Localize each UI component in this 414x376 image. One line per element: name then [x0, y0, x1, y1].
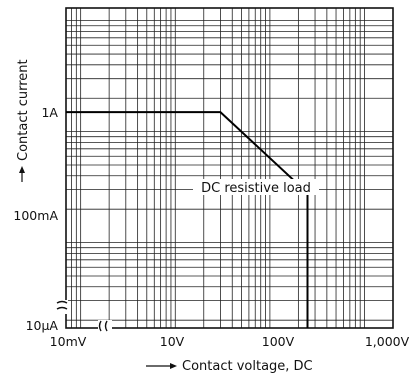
y-tick-10ua: 10μA: [26, 318, 59, 333]
grid: [65, 8, 393, 328]
tick-labels: 1A 100mA 10μA 10mV 10V 100V 1,000V: [13, 105, 409, 349]
y-tick-100ma: 100mA: [13, 208, 58, 223]
series-layer: [66, 111, 309, 328]
axis-break-marks: [56, 300, 112, 334]
x-tick-10v: 10V: [160, 334, 185, 349]
x-tick-100v: 100V: [262, 334, 295, 349]
series-label-group: DC resistive load: [193, 179, 319, 196]
y-tick-1a: 1A: [41, 105, 58, 120]
series-line-dc-resistive-load: [66, 111, 309, 328]
y-axis-label: Contact current: [16, 59, 31, 161]
plot-frame: [65, 7, 394, 329]
y-axis-title: Contact current: [16, 59, 31, 182]
x-axis-label: Contact voltage, DC: [182, 359, 313, 374]
x-tick-1000v: 1,000V: [365, 334, 410, 349]
x-tick-10mv: 10mV: [50, 334, 87, 349]
x-axis-title: Contact voltage, DC: [146, 359, 313, 374]
series-label-dc-resistive-load: DC resistive load: [201, 181, 311, 196]
